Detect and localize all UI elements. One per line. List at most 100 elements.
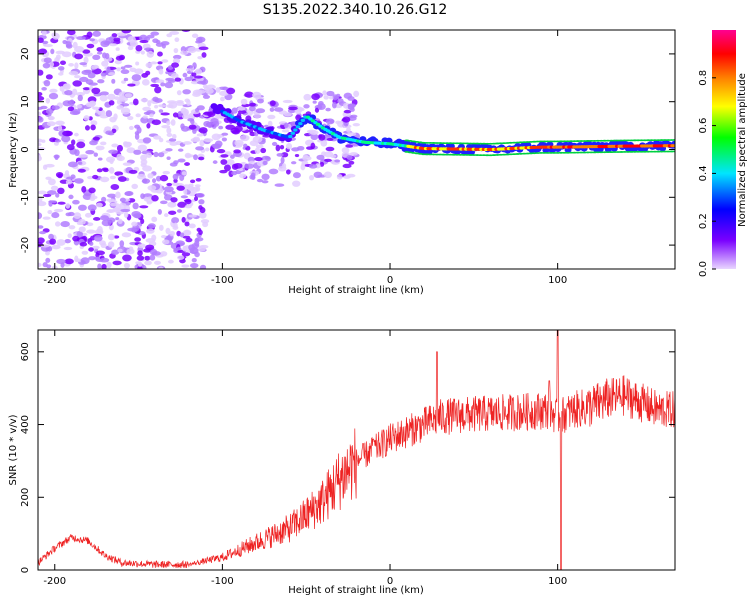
noise-speckle xyxy=(222,86,228,91)
noise-speckle xyxy=(123,211,129,218)
noise-speckle xyxy=(44,163,55,168)
noise-speckle xyxy=(159,224,164,231)
noise-speckle xyxy=(139,40,149,44)
noise-speckle xyxy=(88,82,98,86)
noise-speckle xyxy=(249,105,256,112)
noise-speckle xyxy=(86,31,93,38)
noise-speckle xyxy=(174,77,182,82)
noise-speckle xyxy=(160,235,167,239)
noise-speckle xyxy=(129,125,134,131)
noise-speckle xyxy=(220,96,225,102)
noise-speckle xyxy=(108,149,118,154)
noise-speckle xyxy=(95,250,105,256)
noise-speckle xyxy=(64,258,74,265)
noise-speckle xyxy=(184,230,191,236)
top-y-tick-label-0: -20 xyxy=(20,237,31,253)
noise-speckle xyxy=(104,126,112,132)
noise-speckle xyxy=(218,125,224,130)
noise-speckle xyxy=(225,124,236,130)
noise-speckle xyxy=(184,162,191,166)
noise-speckle xyxy=(142,106,152,112)
noise-speckle xyxy=(92,54,101,61)
noise-speckle xyxy=(159,174,169,182)
noise-speckle xyxy=(319,161,325,167)
noise-speckle xyxy=(83,56,89,64)
noise-speckle xyxy=(348,160,355,165)
noise-speckle xyxy=(126,147,136,154)
noise-speckle xyxy=(55,192,60,198)
noise-speckle xyxy=(244,91,254,98)
noise-speckle xyxy=(170,119,176,126)
noise-speckle xyxy=(146,200,153,205)
noise-speckle xyxy=(308,174,315,181)
noise-speckle xyxy=(131,221,138,227)
noise-speckle xyxy=(105,156,116,163)
noise-speckle xyxy=(63,246,73,251)
noise-speckle xyxy=(343,109,352,114)
noise-speckle xyxy=(114,59,122,65)
noise-speckle xyxy=(93,235,103,242)
bottom-y-tick-label-0: 0 xyxy=(20,567,31,573)
noise-speckle xyxy=(165,148,173,152)
noise-speckle xyxy=(135,61,140,66)
noise-speckle xyxy=(67,30,76,36)
noise-speckle xyxy=(282,99,293,104)
noise-speckle xyxy=(74,255,79,263)
noise-speckle xyxy=(181,252,191,257)
noise-speckle xyxy=(322,90,327,96)
noise-speckle xyxy=(88,256,96,261)
noise-speckle xyxy=(92,245,100,250)
noise-speckle xyxy=(137,144,148,152)
noise-speckle xyxy=(89,140,98,146)
noise-speckle xyxy=(101,60,109,67)
noise-speckle xyxy=(132,202,139,210)
noise-speckle xyxy=(239,173,247,179)
noise-speckle xyxy=(146,228,155,234)
noise-speckle xyxy=(298,107,305,112)
noise-speckle xyxy=(54,154,59,161)
noise-speckle xyxy=(346,127,351,133)
noise-speckle xyxy=(198,46,209,51)
noise-speckle xyxy=(101,263,107,269)
noise-speckle xyxy=(49,88,58,93)
noise-speckle xyxy=(38,116,44,123)
noise-speckle xyxy=(142,137,152,144)
noise-speckle xyxy=(332,94,339,101)
noise-speckle xyxy=(323,95,329,100)
noise-speckle xyxy=(181,216,186,223)
noise-speckle xyxy=(38,69,44,76)
noise-speckle xyxy=(72,199,80,205)
noise-speckle xyxy=(43,57,52,64)
noise-speckle xyxy=(57,201,66,205)
noise-speckle xyxy=(184,98,190,103)
noise-speckle xyxy=(127,115,134,121)
noise-speckle xyxy=(72,80,82,87)
noise-speckle xyxy=(310,133,319,141)
noise-speckle xyxy=(288,106,298,111)
noise-speckle xyxy=(116,153,123,161)
noise-speckle xyxy=(160,112,170,116)
noise-speckle xyxy=(54,221,61,227)
noise-speckle xyxy=(255,144,264,149)
noise-speckle xyxy=(193,75,203,79)
noise-speckle xyxy=(41,30,47,37)
noise-speckle xyxy=(140,159,148,165)
noise-speckle xyxy=(326,137,334,142)
colorbar-ticks: 0.0 0.2 0.4 0.6 0.8 xyxy=(698,70,716,277)
noise-speckle xyxy=(38,92,43,97)
noise-speckle xyxy=(107,93,116,101)
noise-speckle xyxy=(126,248,135,255)
noise-speckle xyxy=(47,116,55,121)
noise-speckle xyxy=(111,33,118,38)
noise-speckle xyxy=(66,144,75,151)
top-y-tick-label-4: 20 xyxy=(20,48,31,61)
noise-speckle xyxy=(212,143,222,149)
noise-speckle xyxy=(318,101,324,106)
noise-speckle xyxy=(171,217,180,224)
noise-speckle xyxy=(38,37,44,44)
noise-speckle xyxy=(128,169,138,174)
noise-speckle xyxy=(120,208,131,213)
noise-speckle xyxy=(269,100,276,107)
noise-speckle xyxy=(38,142,42,147)
noise-speckle xyxy=(62,39,68,45)
